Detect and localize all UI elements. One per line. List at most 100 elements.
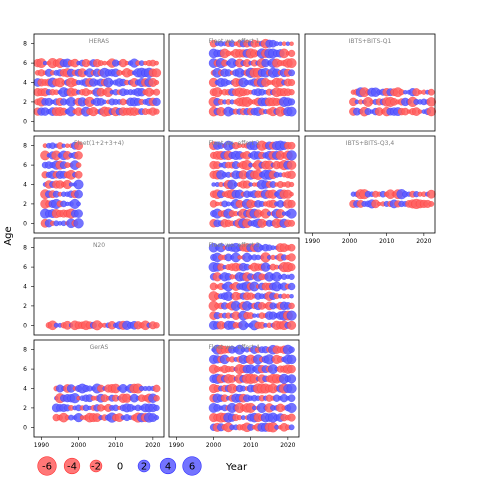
x-tick-label: 2020 [280, 442, 295, 449]
residual-point [288, 424, 295, 431]
panel-frame [304, 33, 436, 132]
y-tick-label: 8 [23, 245, 27, 252]
residual-point [426, 106, 436, 117]
y-tick-label: 6 [23, 264, 27, 271]
residual-point [285, 293, 291, 299]
residual-point [289, 181, 295, 188]
residual-point [153, 88, 161, 96]
residual-point [287, 263, 296, 271]
y-tick-label: 6 [23, 60, 27, 67]
residual-point [287, 320, 297, 330]
residual-point [286, 383, 297, 394]
panel-frame [168, 135, 300, 234]
panel: Fleet wo. effort 2 [168, 135, 300, 234]
residual-point [427, 88, 435, 96]
residual-point [74, 151, 83, 160]
residual-point [68, 182, 74, 187]
panel-title: GerAS [90, 344, 109, 351]
residual-point [287, 364, 296, 374]
residual-point [288, 273, 295, 280]
residual-point [288, 219, 295, 227]
residual-point [289, 41, 294, 46]
residual-point [417, 109, 423, 114]
residual-point [426, 189, 436, 199]
legend-bubble [89, 459, 103, 473]
y-tick-label: 8 [23, 41, 27, 48]
panel-title: IBTS+BITS-Q3,4 [346, 140, 395, 147]
y-tick-label: 0 [23, 424, 27, 431]
x-tick-label: 2000 [71, 442, 86, 449]
residual-point [237, 255, 242, 260]
residual-point [76, 201, 81, 207]
residual-point [42, 60, 48, 66]
panels-group: HERAS Fleet wo. effort 1 IBTS+BITS-Q1 Fleet… [33, 33, 436, 438]
residual-point [428, 201, 435, 207]
y-tick-label: 4 [23, 386, 27, 393]
x-tick-label: 1990 [34, 442, 49, 449]
panel-title: Fleet wo. effort 1 [208, 38, 259, 45]
residual-point [288, 89, 295, 96]
panel-frame [304, 135, 436, 234]
axes-group: 0 2 4 6 8 0 2 4 6 8 1990 2000 2010 2020 0 2 4 6 8 0 2 4 6 8 1990… [23, 41, 432, 449]
residual-point [285, 41, 291, 46]
panel-frame [33, 237, 165, 336]
residual-point [288, 346, 295, 353]
y-tick-label: 2 [23, 303, 27, 310]
y-tick-label: 2 [23, 405, 27, 412]
y-tick-label: 0 [23, 322, 27, 329]
residual-point [215, 201, 220, 207]
y-tick-label: 4 [23, 284, 27, 291]
x-tick-label: 2020 [416, 238, 431, 245]
y-tick-label: 2 [23, 201, 27, 208]
residual-point [73, 218, 84, 229]
residual-point [270, 245, 276, 251]
residual-point [248, 182, 253, 187]
panel: Fleet wo. effort 3 [168, 237, 300, 336]
panel-title: IBTS+BITS-Q1 [349, 38, 392, 45]
panel: Fleet wo. effort 1 [168, 33, 300, 132]
legend-label: 6 [189, 462, 195, 473]
panel: IBTS+BITS-Q3,4 [304, 135, 436, 234]
panel: HERAS [33, 33, 165, 132]
x-tick-label: 1990 [169, 442, 184, 449]
panel-frame [168, 339, 300, 438]
panel-frame [168, 33, 300, 132]
panel-title: HERAS [89, 38, 109, 45]
residual-point [74, 209, 83, 218]
residual-point [286, 150, 297, 161]
residual-point [288, 98, 296, 106]
residual-point [152, 97, 161, 106]
x-tick-label: 1990 [305, 238, 320, 245]
legend-bubble [137, 459, 151, 473]
residual-point [154, 60, 159, 66]
residual-point [287, 374, 297, 384]
legend-bubble [37, 456, 57, 476]
residual-point [278, 41, 283, 46]
residual-point [426, 97, 436, 107]
panel: N20 [33, 237, 165, 336]
residual-point [286, 160, 297, 170]
legend-label: 2 [141, 462, 147, 473]
y-tick-label: 6 [23, 162, 27, 169]
residual-point [288, 79, 296, 86]
panel-title: Fleet wo. effort 4 [208, 344, 259, 351]
residual-point [153, 108, 160, 115]
x-tick-label: 2000 [206, 442, 221, 449]
panel-title: N20 [93, 242, 105, 249]
y-tick-label: 6 [23, 366, 27, 373]
residual-point [288, 302, 295, 310]
legend-label: -2 [91, 462, 101, 473]
residual-point [288, 49, 296, 57]
panel: Fleet wo. effort 4 [168, 339, 300, 438]
residual-point [154, 415, 160, 421]
residual-point [287, 141, 296, 150]
x-axis-title: Year [225, 462, 248, 473]
residual-point [153, 322, 160, 329]
residual-point [226, 201, 231, 207]
panel: GerAS [33, 339, 165, 438]
panel-frame [168, 237, 300, 336]
residual-point [153, 404, 160, 411]
residual-point [286, 354, 297, 365]
residual-point [74, 141, 83, 151]
residual-point [286, 58, 297, 68]
